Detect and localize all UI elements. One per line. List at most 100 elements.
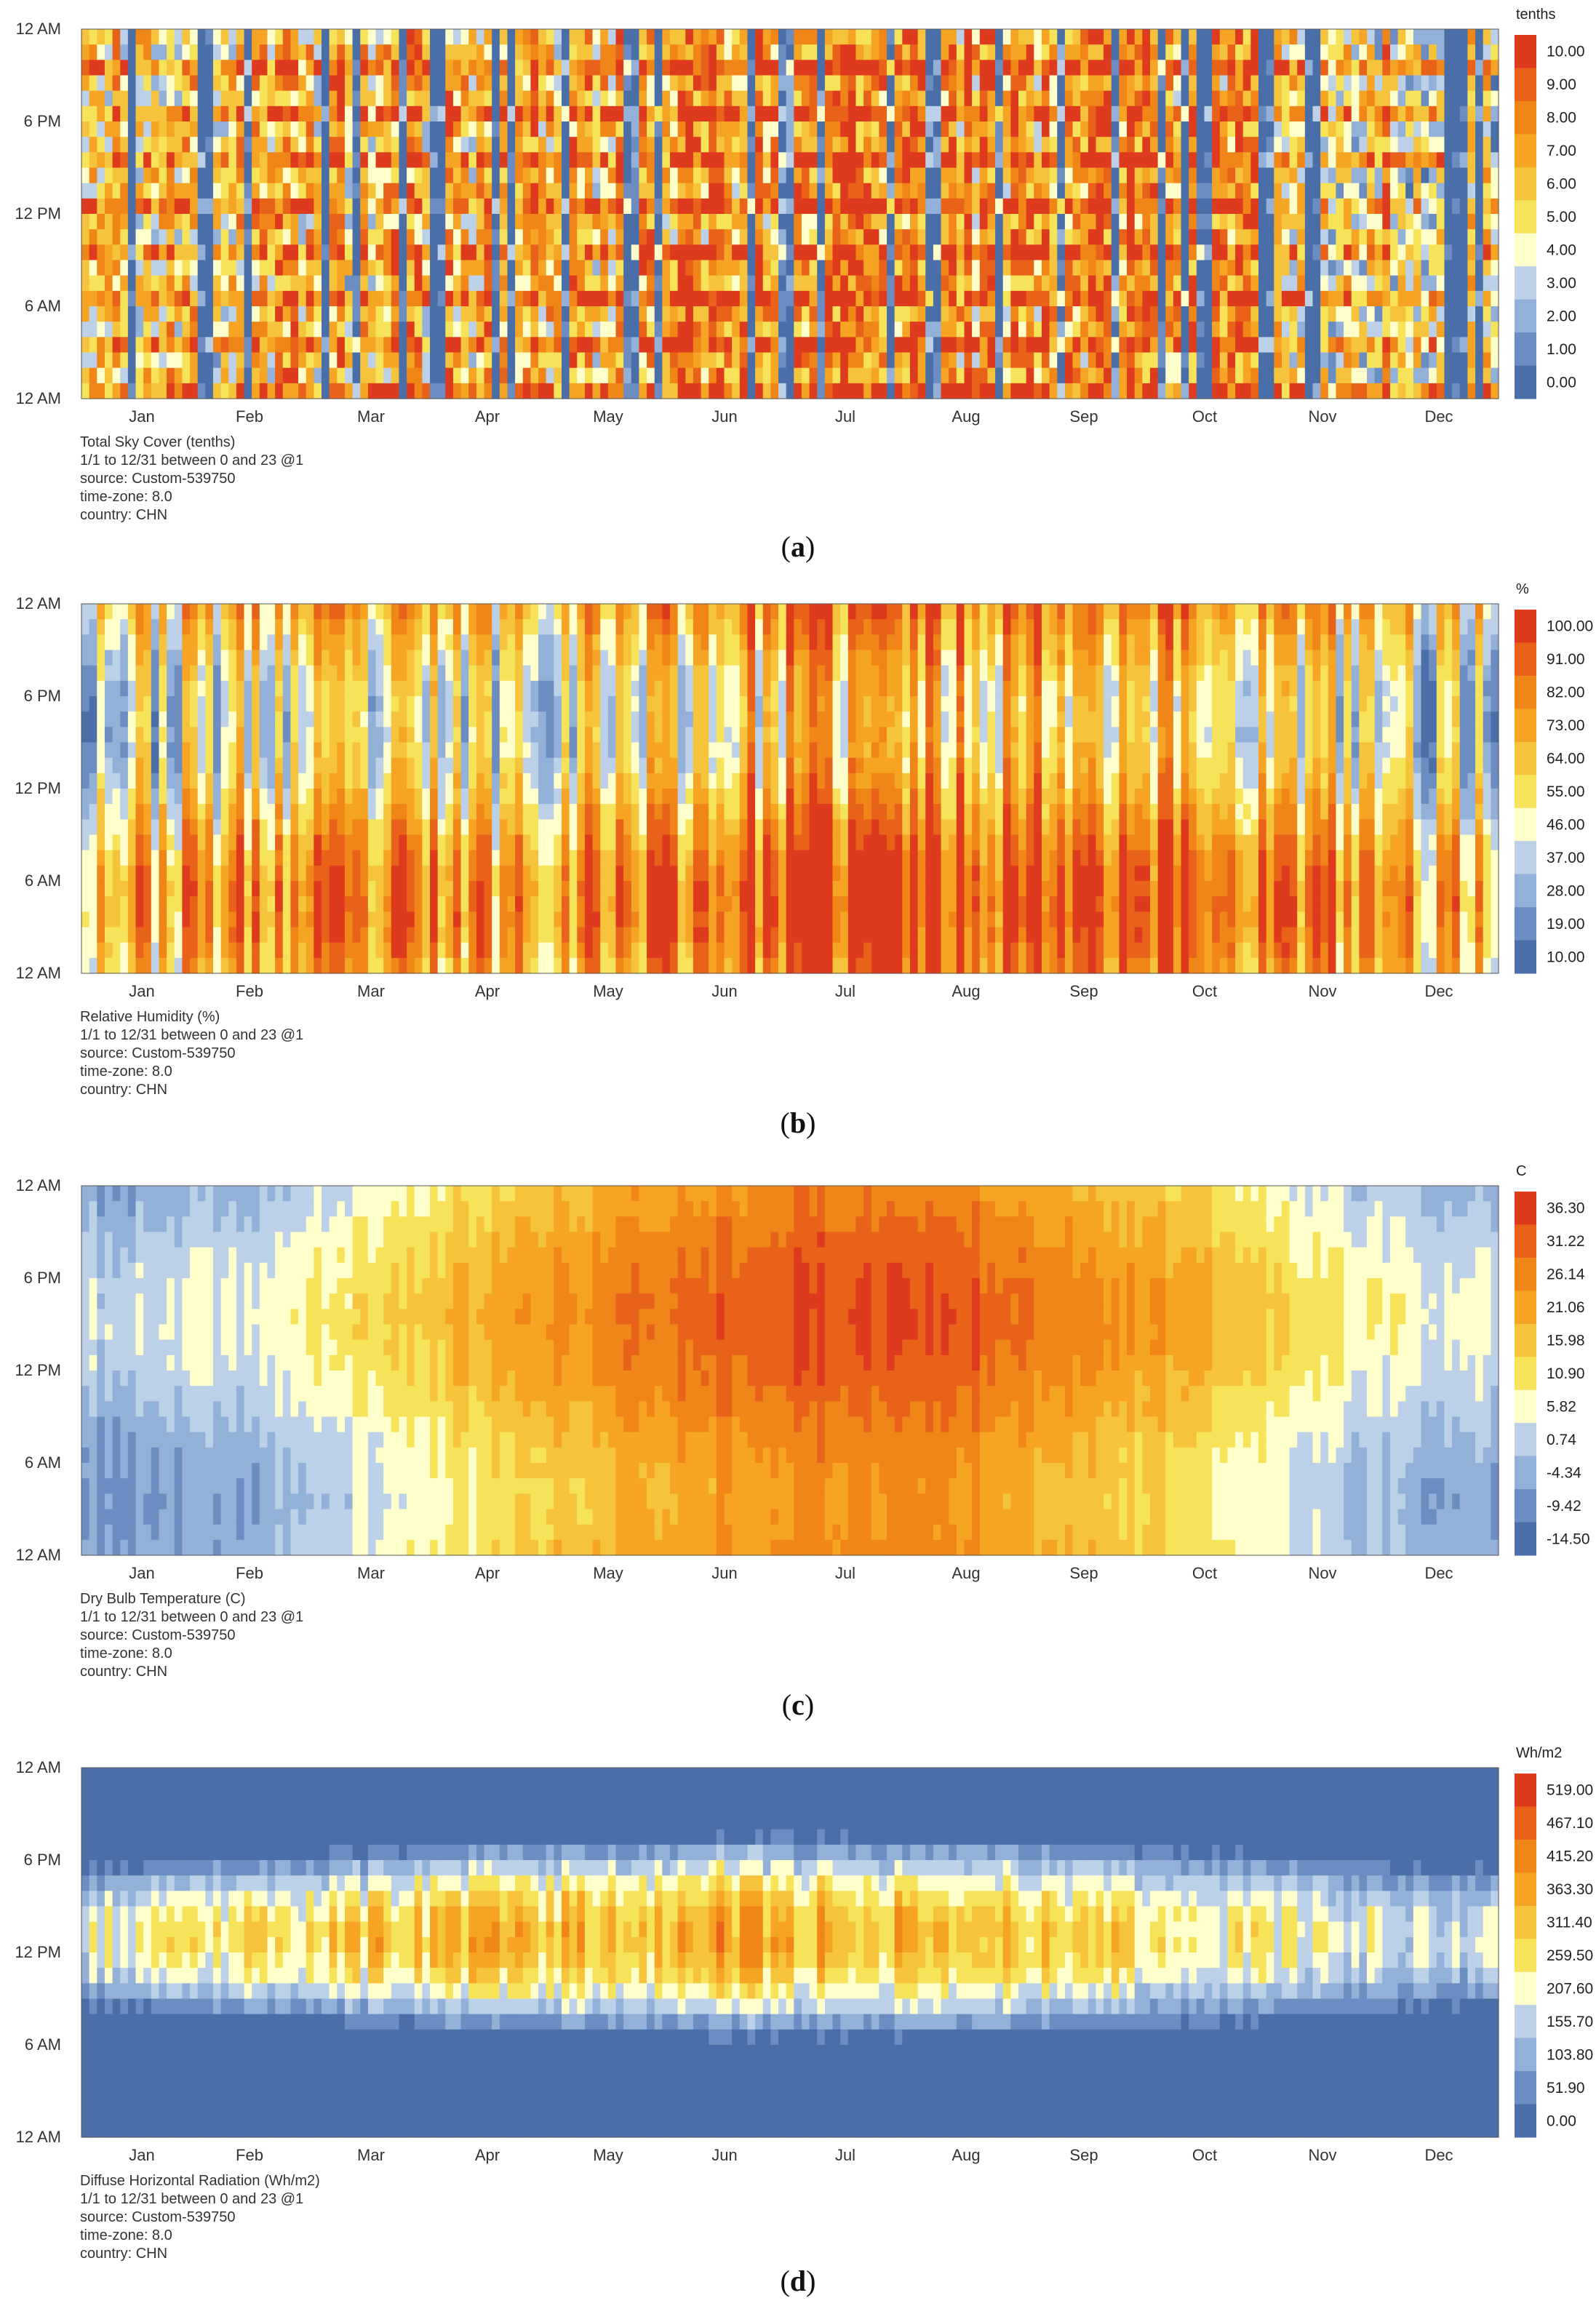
heatmap-cell [167, 244, 175, 261]
heatmap-cell [1034, 260, 1042, 276]
heatmap-cell [1034, 29, 1042, 45]
heatmap-cell [437, 352, 446, 369]
heatmap-cell [1165, 75, 1174, 92]
heatmap-cell [492, 105, 500, 122]
heatmap-cell [1064, 105, 1074, 122]
heatmap-cell [190, 167, 199, 184]
heatmap-cell [1127, 214, 1136, 230]
heatmap-cell [1165, 260, 1174, 276]
heatmap-cell [1328, 260, 1337, 276]
heatmap-cell [972, 229, 981, 245]
legend-swatch [1515, 68, 1536, 102]
heatmap-cell [1157, 137, 1166, 153]
heatmap-cell [104, 927, 113, 943]
heatmap-cell [1320, 75, 1329, 92]
heatmap-cell [1041, 275, 1050, 292]
heatmap-cell [1274, 167, 1282, 184]
heatmap-cell [778, 183, 787, 199]
heatmap-cell [701, 367, 709, 384]
heatmap-cell [809, 337, 818, 354]
heatmap-cell [1452, 290, 1461, 307]
heatmap-cell [1297, 121, 1306, 137]
heatmap-cell [1196, 383, 1205, 399]
heatmap-cell [809, 352, 818, 369]
heatmap-cell [693, 75, 702, 92]
heatmap-cell [871, 306, 880, 322]
heatmap-cell [476, 352, 485, 369]
heatmap-cell [639, 198, 647, 215]
heatmap-cell [623, 152, 632, 169]
heatmap-cell [1196, 183, 1205, 199]
heatmap-cell [1096, 121, 1104, 137]
heatmap-cell [995, 198, 1004, 215]
heatmap-cell [1111, 137, 1120, 153]
x-tick-label: May [593, 407, 623, 426]
heatmap-cell [399, 337, 407, 354]
heatmap-cell [104, 90, 113, 107]
heatmap-cell [879, 60, 887, 76]
heatmap-cell [367, 229, 377, 245]
heatmap-cell [1104, 352, 1112, 369]
heatmap-cell [871, 152, 880, 169]
heatmap-cell [220, 260, 229, 276]
heatmap-cell [623, 60, 632, 76]
heatmap-cell [244, 634, 252, 651]
heatmap-cell [809, 383, 818, 399]
heatmap-cell [917, 29, 926, 45]
heatmap-cell [476, 290, 485, 307]
heatmap-cell [1475, 322, 1484, 338]
heatmap-cell [1344, 306, 1352, 322]
heatmap-cell [422, 105, 431, 122]
heatmap-cell [143, 29, 152, 45]
heatmap-cell [1072, 352, 1081, 369]
heatmap-cell [584, 383, 594, 399]
heatmap-cell [1281, 244, 1290, 261]
heatmap-cell [917, 44, 926, 60]
heatmap-cell [228, 90, 237, 107]
heatmap-cell [1436, 152, 1445, 169]
heatmap-cell [1212, 29, 1221, 45]
heatmap-cell [724, 137, 733, 153]
heatmap-cell [739, 322, 749, 338]
heatmap-cell [1389, 337, 1399, 354]
heatmap-cell [515, 367, 524, 384]
heatmap-cell [1405, 214, 1414, 230]
heatmap-cell [762, 152, 771, 169]
heatmap-cell [530, 90, 539, 107]
heatmap-cell [670, 29, 679, 45]
heatmap-cell [190, 383, 199, 399]
heatmap-cell [112, 244, 121, 261]
heatmap-cell [956, 244, 965, 261]
heatmap-cell [228, 634, 237, 651]
heatmap-cell [1104, 121, 1112, 137]
heatmap-cell [1165, 383, 1174, 399]
heatmap-cell [1374, 44, 1383, 60]
heatmap-cell [143, 90, 152, 107]
heatmap-cell [507, 367, 516, 384]
heatmap-cell [732, 337, 741, 354]
heatmap-cell [1320, 260, 1329, 276]
heatmap-cell [522, 152, 531, 169]
heatmap-cell [89, 680, 97, 697]
heatmap-cell [1064, 367, 1074, 384]
heatmap-cell [1149, 183, 1159, 199]
heatmap-cell [135, 260, 144, 276]
heatmap-cell [407, 260, 415, 276]
heatmap-cell [631, 337, 640, 354]
heatmap-cell [484, 306, 492, 322]
heatmap-cell [647, 337, 655, 354]
heatmap-cell [252, 260, 260, 276]
heatmap-cell [1336, 229, 1344, 245]
heatmap-cell [1274, 198, 1282, 215]
heatmap-cell [902, 137, 911, 153]
heatmap-cell [1459, 352, 1469, 369]
heatmap-cell [329, 167, 338, 184]
heatmap-cell [1010, 260, 1019, 276]
heatmap-cell [321, 290, 330, 307]
heatmap-cell [383, 337, 392, 354]
heatmap-cell [437, 105, 446, 122]
heatmap-cell [1413, 260, 1422, 276]
heatmap-cell [228, 44, 237, 60]
heatmap-cell [623, 198, 632, 215]
heatmap-cell [1344, 90, 1352, 107]
